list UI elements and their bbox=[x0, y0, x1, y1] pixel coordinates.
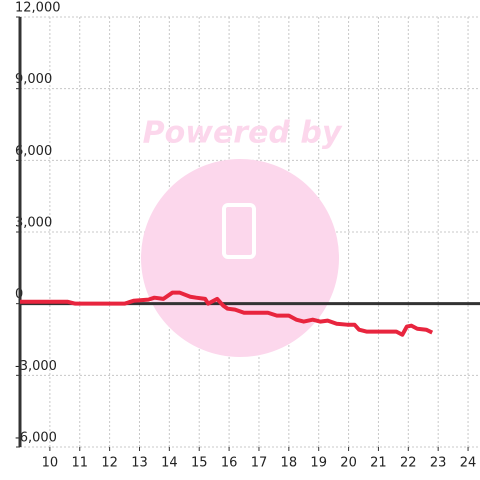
y-tick-label: 9,000 bbox=[15, 72, 52, 87]
x-tick-label: 18 bbox=[281, 456, 298, 471]
y-tick-label: 12,000 bbox=[15, 1, 61, 16]
x-tick-label: 21 bbox=[370, 456, 387, 471]
x-tick-label: 12 bbox=[101, 456, 118, 471]
x-tick-label: 16 bbox=[221, 456, 238, 471]
x-tick-label: 24 bbox=[460, 456, 477, 471]
x-tick-label: 17 bbox=[251, 456, 268, 471]
y-tick-label: -3,000 bbox=[15, 359, 57, 374]
y-tick-label: -6,000 bbox=[15, 431, 57, 446]
x-tick-label: 22 bbox=[400, 456, 417, 471]
x-tick-label: 20 bbox=[340, 456, 357, 471]
watermark-logo bbox=[222, 203, 256, 259]
y-tick-label: 3,000 bbox=[15, 216, 52, 231]
x-tick-label: 15 bbox=[191, 456, 208, 471]
x-tick-label: 13 bbox=[131, 456, 148, 471]
x-tick-label: 11 bbox=[71, 456, 88, 471]
watermark: Powered by bbox=[141, 116, 343, 357]
data-line bbox=[20, 290, 434, 337]
x-tick-label: 10 bbox=[42, 456, 59, 471]
x-tick-label: 23 bbox=[430, 456, 447, 471]
x-tick-label: 14 bbox=[161, 456, 178, 471]
y-tick-label: 6,000 bbox=[15, 144, 52, 159]
x-tick-label: 19 bbox=[310, 456, 327, 471]
watermark-text: Powered by bbox=[143, 116, 343, 151]
